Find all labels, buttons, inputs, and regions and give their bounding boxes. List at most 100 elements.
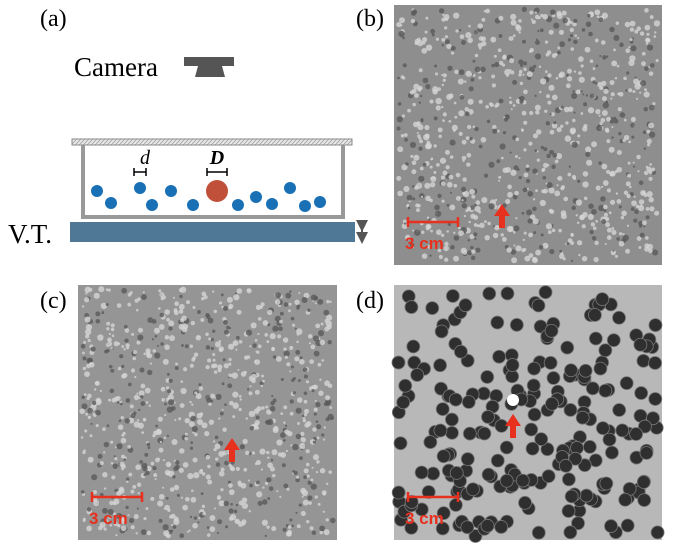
texture	[627, 174, 631, 178]
texture	[91, 423, 93, 425]
texture	[306, 421, 311, 426]
texture	[611, 230, 616, 235]
texture	[175, 366, 179, 370]
texture	[640, 31, 644, 35]
bead-photo	[562, 473, 575, 486]
bead-photo	[445, 413, 458, 426]
bead-photo	[539, 286, 552, 299]
texture	[404, 133, 408, 137]
bead-photo	[427, 467, 440, 480]
texture	[511, 108, 513, 110]
texture	[532, 257, 538, 263]
texture	[481, 36, 486, 41]
bead-photo	[605, 520, 618, 533]
texture	[124, 338, 128, 342]
texture	[465, 112, 470, 117]
texture	[152, 466, 156, 470]
texture	[319, 379, 321, 381]
texture	[109, 365, 113, 369]
texture	[484, 220, 487, 223]
texture	[258, 317, 262, 321]
texture	[198, 336, 200, 338]
texture	[494, 55, 497, 58]
texture	[240, 398, 242, 400]
texture	[266, 451, 269, 454]
texture	[179, 295, 182, 298]
texture	[180, 380, 183, 383]
texture	[523, 188, 528, 193]
bead-photo	[501, 287, 514, 300]
texture	[230, 466, 234, 470]
texture	[407, 109, 411, 113]
texture	[485, 105, 489, 109]
texture	[484, 235, 489, 240]
texture	[538, 16, 541, 19]
texture	[252, 343, 256, 347]
texture	[607, 188, 611, 192]
texture	[194, 433, 198, 437]
texture	[582, 181, 588, 187]
texture	[324, 529, 330, 535]
texture	[255, 351, 257, 353]
texture	[218, 451, 224, 457]
texture	[187, 531, 189, 533]
texture	[147, 443, 151, 447]
texture	[300, 432, 304, 436]
texture	[164, 309, 170, 315]
texture	[415, 39, 420, 44]
texture	[197, 413, 203, 419]
bead-photo	[542, 470, 555, 483]
bead-photo	[392, 486, 405, 499]
bead-photo	[599, 384, 612, 397]
texture	[286, 488, 289, 491]
texture	[143, 291, 145, 293]
texture	[410, 155, 413, 158]
texture	[463, 250, 468, 255]
texture	[458, 230, 464, 236]
texture	[110, 441, 113, 444]
texture	[475, 67, 481, 73]
texture	[588, 203, 593, 208]
texture	[610, 120, 614, 124]
texture	[190, 364, 194, 368]
texture	[252, 451, 255, 454]
texture	[547, 101, 551, 105]
texture	[641, 61, 646, 66]
texture	[434, 205, 440, 211]
texture	[254, 408, 260, 414]
texture	[228, 373, 232, 377]
texture	[95, 381, 100, 386]
bead-photo	[411, 368, 424, 381]
texture	[535, 250, 541, 256]
texture	[158, 307, 161, 310]
texture	[548, 85, 554, 91]
texture	[316, 460, 319, 463]
texture	[634, 196, 636, 198]
texture	[309, 359, 314, 364]
texture	[567, 173, 571, 177]
texture	[311, 389, 314, 392]
texture	[145, 388, 151, 394]
texture	[178, 417, 181, 420]
texture	[165, 335, 170, 340]
texture	[289, 370, 291, 372]
texture	[540, 28, 544, 32]
texture	[591, 222, 595, 226]
texture	[237, 481, 241, 485]
texture	[107, 424, 110, 427]
texture	[556, 77, 559, 80]
texture	[169, 464, 171, 466]
texture	[456, 196, 461, 201]
texture	[408, 207, 411, 210]
texture	[619, 205, 622, 208]
texture	[498, 180, 500, 182]
texture	[180, 388, 186, 394]
texture	[138, 409, 140, 411]
texture	[262, 520, 268, 526]
texture	[309, 526, 313, 530]
texture	[249, 484, 253, 488]
texture	[213, 363, 217, 367]
texture	[272, 326, 278, 332]
texture	[112, 334, 115, 337]
texture	[289, 518, 292, 521]
